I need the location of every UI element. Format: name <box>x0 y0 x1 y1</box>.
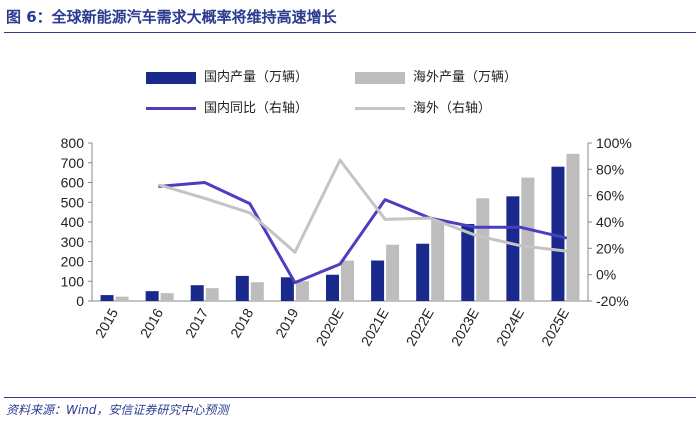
bar-overseas-output <box>205 288 219 301</box>
bar-domestic-output <box>416 243 430 301</box>
bar-domestic-output <box>145 291 159 301</box>
right-tick-label: 40% <box>596 214 624 230</box>
x-tick-label: 2025E <box>538 306 572 349</box>
x-tick-label: 2015 <box>92 305 122 340</box>
figure-title: 图 6：全球新能源汽车需求大概率将维持高速增长 <box>6 8 337 26</box>
title-divider <box>4 32 696 33</box>
legend-swatch-domestic-output <box>146 71 196 84</box>
legend-swatch-overseas-yoy <box>355 107 405 110</box>
bar-domestic-output <box>371 260 385 301</box>
right-tick-label: 80% <box>596 161 624 177</box>
left-tick-label: 100 <box>61 273 85 289</box>
legend-item-domestic-output: 国内产量（万辆） <box>146 66 308 85</box>
bar-domestic-output <box>506 196 520 301</box>
left-tick-label: 600 <box>61 175 85 191</box>
left-tick-label: 800 <box>61 135 85 151</box>
left-tick-label: 200 <box>61 254 85 270</box>
bar-overseas-output <box>566 153 580 301</box>
right-tick-label: 60% <box>596 188 624 204</box>
left-tick-label: 700 <box>61 155 85 171</box>
bar-overseas-output <box>341 260 354 301</box>
source-note: 资料来源：Wind，安信证券研究中心预测 <box>6 403 229 417</box>
x-tick-label: 2021E <box>358 306 392 349</box>
x-tick-label: 2017 <box>182 305 212 340</box>
left-tick-label: 500 <box>61 194 85 210</box>
right-tick-label: -20% <box>596 293 629 309</box>
legend-swatch-domestic-yoy <box>146 107 196 110</box>
legend-label-overseas-output: 海外产量（万辆） <box>413 70 518 85</box>
bar-domestic-output <box>100 295 114 301</box>
bar-domestic-output <box>280 277 294 301</box>
bar-overseas-output <box>115 296 129 301</box>
legend-swatch-overseas-output <box>355 71 405 84</box>
chart-canvas: 0 100 200 300 400 500 600 700 800 -20% 0% 20% 40% 60%… <box>61 135 632 349</box>
right-tick-label: 100% <box>596 135 632 151</box>
legend-item-overseas-yoy: 海外（右轴） <box>355 97 491 116</box>
legend-label-domestic-output: 国内产量（万辆） <box>204 70 309 85</box>
x-tick-label: 2023E <box>448 305 482 348</box>
line-overseas-yoy <box>158 158 567 254</box>
legend-item-domestic-yoy: 国内同比（右轴） <box>146 97 308 116</box>
bar-overseas-output <box>386 244 400 301</box>
x-tick-label: 2022E <box>403 306 437 349</box>
legend-label-domestic-yoy: 国内同比（右轴） <box>204 101 309 116</box>
x-tick-label: 2024E <box>493 306 527 349</box>
bar-overseas-output <box>295 281 309 301</box>
x-tick-label: 2016 <box>137 305 167 340</box>
right-tick-label: 20% <box>596 240 624 256</box>
legend-label-overseas-yoy: 海外（右轴） <box>413 101 492 116</box>
bar-domestic-output <box>326 274 339 301</box>
bar-overseas-output <box>476 198 490 301</box>
line-domestic-yoy <box>158 181 567 285</box>
bar-domestic-output <box>461 223 475 301</box>
bar-domestic-output <box>551 166 565 301</box>
bar-overseas-output <box>431 219 445 301</box>
x-tick-label: 2020E <box>312 306 346 349</box>
bar-overseas-output <box>250 282 264 301</box>
left-tick-label: 300 <box>61 234 85 250</box>
bar-domestic-output <box>235 275 249 301</box>
bar-overseas-output <box>521 177 535 301</box>
right-tick-label: 0% <box>596 267 616 283</box>
left-tick-label: 400 <box>61 214 85 230</box>
left-tick-label: 0 <box>76 293 84 309</box>
x-tick-label: 2018 <box>227 305 257 340</box>
bar-overseas-output <box>160 293 174 301</box>
bar-domestic-output <box>190 285 204 301</box>
x-tick-label: 2019 <box>272 305 302 340</box>
source-divider <box>4 397 696 398</box>
legend-item-overseas-output: 海外产量（万辆） <box>355 66 517 85</box>
